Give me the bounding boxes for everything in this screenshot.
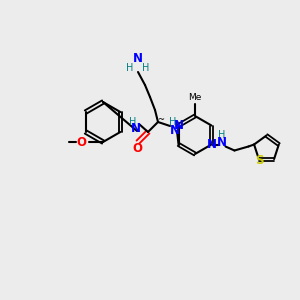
Text: N: N (131, 122, 141, 136)
Text: H: H (169, 117, 177, 127)
Text: Me: Me (188, 94, 202, 103)
Text: N: N (173, 119, 184, 132)
Text: H: H (126, 63, 134, 73)
Text: ~: ~ (158, 116, 164, 124)
Text: O: O (76, 136, 86, 148)
Text: N: N (206, 138, 217, 151)
Text: N: N (170, 124, 180, 136)
Text: N: N (133, 52, 143, 65)
Text: N: N (217, 136, 226, 149)
Text: H: H (218, 130, 225, 140)
Text: S: S (256, 154, 264, 166)
Text: H: H (129, 117, 137, 127)
Text: H: H (142, 63, 150, 73)
Text: O: O (132, 142, 142, 154)
